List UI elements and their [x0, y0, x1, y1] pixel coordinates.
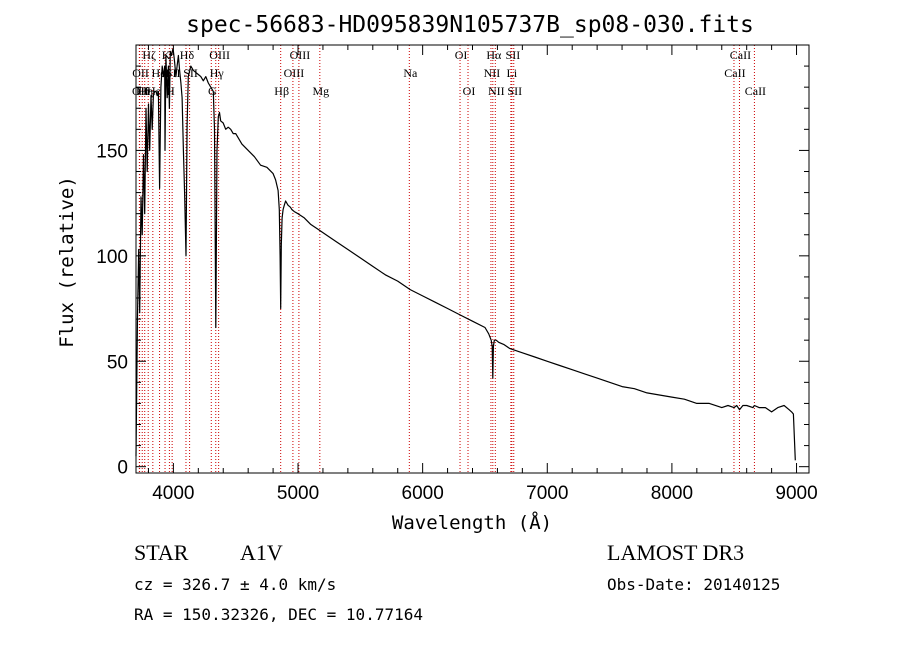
spectrum-plot	[135, 48, 796, 461]
survey-name: LAMOST DR3	[607, 540, 744, 565]
axis-ticks: 4000 5000 6000 7000 8000 9000 0 50 100 150	[96, 45, 818, 504]
y-tick-label-2: 100	[96, 247, 128, 268]
y-tick-label-0: 0	[117, 458, 128, 479]
y-tick-label-1: 50	[107, 352, 128, 373]
line-label-14: OIII	[209, 48, 230, 62]
line-label-29: CaII	[730, 48, 751, 62]
observation-date: Obs-Date: 20140125	[607, 575, 780, 594]
line-label-18: Mg	[312, 84, 329, 98]
plot-frame	[135, 44, 810, 474]
line-label-20: OI	[455, 48, 468, 62]
line-label-8: H	[166, 84, 175, 98]
ra-dec-coordinates: RA = 150.32326, DEC = 10.77164	[134, 605, 423, 624]
line-label-21: OI	[463, 84, 476, 98]
line-label-1: OII	[132, 66, 149, 80]
line-label-4: Hζ	[142, 48, 156, 62]
line-label-3: Hη	[138, 84, 153, 98]
line-label-13: Hγ	[210, 66, 225, 80]
x-axis-label: Wavelength (Å)	[392, 511, 552, 534]
line-label-15: Hβ	[274, 84, 289, 98]
line-label-22: NII	[484, 66, 501, 80]
x-tick-label-2: 6000	[402, 483, 444, 504]
x-tick-label-5: 9000	[775, 483, 817, 504]
y-tick-label-3: 150	[96, 141, 128, 162]
line-label-17: OIII	[290, 48, 311, 62]
line-label-25: Li	[507, 66, 518, 80]
line-label-27: SII	[507, 84, 522, 98]
y-axis-label: Flux (relative)	[56, 176, 78, 348]
spectral-line-labels: OIIOIIHθHηHζHεHeIKHSIIHδSIIGHγOIIIHβOIII…	[132, 48, 766, 98]
line-label-16: OIII	[284, 66, 305, 80]
x-tick-label-0: 4000	[152, 483, 194, 504]
series-spectrum	[135, 48, 796, 461]
line-label-28: CaII	[724, 66, 745, 80]
line-label-26: SII	[506, 48, 521, 62]
x-tick-label-3: 7000	[526, 483, 568, 504]
line-label-10: Hδ	[180, 48, 195, 62]
line-label-23: Hα	[486, 48, 502, 62]
line-label-24: NII	[488, 84, 505, 98]
line-label-30: CaII	[745, 84, 766, 98]
spectral-line-markers	[138, 45, 755, 473]
redshift-cz: cz = 326.7 ± 4.0 km/s	[134, 575, 336, 594]
chart-title: spec-56683-HD095839N105737B_sp08-030.fit…	[186, 12, 754, 38]
x-tick-label-4: 8000	[651, 483, 693, 504]
line-label-19: Na	[403, 66, 418, 80]
line-label-11: SII	[183, 66, 198, 80]
object-subclass: A1V	[240, 540, 283, 565]
object-class: STAR	[134, 540, 189, 565]
x-tick-label-1: 5000	[277, 483, 319, 504]
